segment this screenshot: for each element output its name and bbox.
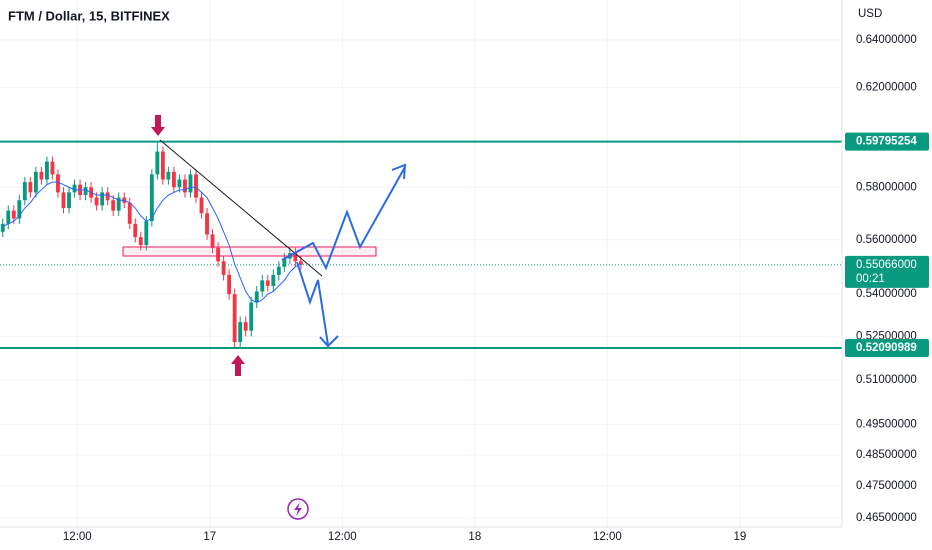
labels: 0.64000000 0.62000000 0.58000000 0.56000000… bbox=[63, 34, 929, 543]
candle-body bbox=[243, 322, 248, 331]
candle-body bbox=[6, 210, 11, 224]
level-label-box bbox=[845, 132, 929, 151]
candle-body bbox=[177, 179, 182, 188]
y-axis-label: USD bbox=[858, 8, 882, 20]
candle-body bbox=[249, 302, 254, 331]
x-tick-label: 17 bbox=[203, 531, 216, 543]
candle-body bbox=[116, 197, 121, 211]
candle-body bbox=[149, 174, 154, 222]
x-tick-label: 12:00 bbox=[328, 531, 357, 543]
moving-average bbox=[2, 181, 302, 304]
last-price-box bbox=[845, 255, 929, 288]
candle-body bbox=[67, 192, 71, 209]
candle-body bbox=[210, 234, 215, 248]
projection-down bbox=[296, 261, 329, 346]
candle-body bbox=[227, 274, 232, 295]
level-label: 0.59795254 bbox=[856, 136, 917, 148]
candle-body bbox=[166, 171, 171, 180]
candle-body bbox=[111, 200, 116, 211]
candle-body bbox=[28, 182, 33, 193]
candle-body bbox=[221, 261, 226, 275]
candle-body bbox=[194, 174, 198, 198]
candle-body bbox=[72, 184, 77, 193]
y-tick-label: 0.51000000 bbox=[856, 374, 917, 386]
y-tick-label: 0.48500000 bbox=[856, 449, 917, 461]
y-tick-label: 0.64000000 bbox=[856, 34, 917, 46]
x-tick-label: 19 bbox=[733, 531, 746, 543]
candle-body bbox=[282, 258, 287, 267]
y-tick-label: 0.47500000 bbox=[856, 480, 917, 492]
candle-body bbox=[265, 280, 270, 286]
arrow-up bbox=[231, 355, 245, 376]
marks bbox=[0, 140, 842, 350]
candle-body bbox=[271, 274, 276, 286]
zone-rect bbox=[122, 246, 377, 257]
candle-body bbox=[238, 322, 243, 343]
projection-up bbox=[281, 166, 406, 271]
candle-body bbox=[216, 247, 221, 262]
candle-body bbox=[171, 171, 176, 188]
candle-body bbox=[293, 253, 298, 262]
y-tick-label: 0.58000000 bbox=[856, 181, 917, 193]
y-tick-label: 0.49500000 bbox=[856, 418, 917, 430]
candle-body bbox=[100, 192, 105, 206]
y-tick-label: 0.62000000 bbox=[856, 81, 917, 93]
candle-body bbox=[138, 237, 143, 246]
arrowhead bbox=[391, 163, 407, 180]
candle-body bbox=[232, 294, 237, 343]
candle-body bbox=[133, 223, 138, 238]
candle-body bbox=[199, 197, 204, 214]
candle-body bbox=[188, 174, 193, 193]
candle-body bbox=[276, 266, 281, 275]
last-price-label: 0.55066000 bbox=[856, 259, 917, 271]
level-label: 0.52090989 bbox=[856, 342, 917, 354]
candle-body bbox=[56, 174, 60, 193]
candle-body bbox=[33, 171, 38, 193]
candle-body bbox=[22, 182, 27, 201]
candle-body bbox=[39, 171, 44, 180]
x-tick-label: 12:00 bbox=[63, 531, 92, 543]
y-tick-label: 0.46500000 bbox=[856, 512, 917, 524]
candle-body bbox=[11, 210, 16, 219]
candle-body bbox=[83, 187, 88, 195]
candle-body bbox=[17, 200, 22, 219]
candle-body bbox=[260, 280, 265, 292]
candle-body bbox=[298, 261, 303, 265]
grid bbox=[0, 0, 842, 527]
candle-body bbox=[94, 197, 99, 206]
candle-body bbox=[160, 151, 165, 180]
candle-body bbox=[144, 221, 149, 246]
y-tick-label: 0.56000000 bbox=[856, 234, 917, 246]
lightning bbox=[294, 502, 302, 516]
arrow-down bbox=[151, 115, 165, 136]
arrowhead bbox=[319, 335, 339, 348]
level-label-box bbox=[845, 339, 929, 358]
x-tick-label: 18 bbox=[468, 531, 481, 543]
candle-body bbox=[205, 213, 209, 235]
candle-body bbox=[0, 223, 5, 232]
candle-body bbox=[61, 192, 66, 209]
candle-body bbox=[50, 161, 55, 175]
chart-title: FTM / Dollar, 15, BITFINEX bbox=[8, 8, 170, 23]
candle-body bbox=[254, 291, 259, 303]
candle-body bbox=[127, 202, 132, 224]
candle-body bbox=[155, 151, 160, 175]
candle-body bbox=[105, 192, 110, 201]
x-tick-label: 12:00 bbox=[593, 531, 622, 543]
countdown: 00:21 bbox=[856, 273, 885, 285]
candle-body bbox=[44, 161, 49, 180]
candle-body bbox=[183, 179, 187, 193]
y-tick-label: 0.54000000 bbox=[856, 288, 917, 300]
